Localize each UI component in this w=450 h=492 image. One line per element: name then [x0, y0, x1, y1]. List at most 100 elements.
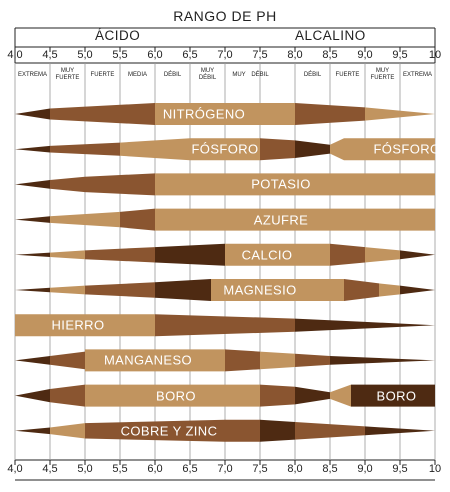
nutrient-band-segment: [295, 103, 365, 125]
nutrient-band-segment: [400, 250, 435, 260]
nutrient-label: FÓSFORO: [373, 141, 441, 157]
nutrient-band-segment: [85, 173, 155, 196]
nutrient-label: POTASIO: [251, 176, 311, 192]
ph-tick-label-top: 9,5: [392, 49, 408, 61]
ph-tick-label-top: 4,5: [42, 49, 58, 61]
ph-tick-label-bottom: 8,0: [287, 463, 303, 475]
nutrient-band-segment: [155, 208, 435, 231]
nutrient-band-segment: [211, 279, 344, 301]
ph-tick-label-bottom: 9,5: [392, 463, 408, 475]
chart-title: RANGO DE PH: [173, 8, 277, 24]
ph-tick-label-top: 9,0: [357, 49, 373, 61]
nutrient-band-segment: [365, 426, 435, 436]
nutrient-band-segment: [50, 142, 120, 156]
nutrient-band-segment: [120, 208, 155, 231]
nutrient-band-segment: [330, 384, 351, 407]
nutrient-label: BORO: [156, 388, 196, 404]
nutrient-band-segment: [15, 287, 50, 293]
nutrient-band-segment: [50, 384, 85, 407]
nutrient-band-segment: [365, 107, 435, 121]
nutrient-band-segment: [50, 351, 85, 370]
ph-tick-label-top: 4,0: [7, 49, 23, 61]
ph-tick-label-bottom: 7,0: [217, 463, 233, 475]
nutrient-band-segment: [85, 247, 155, 263]
nutrient-label: MANGANESO: [103, 352, 193, 368]
nutrient-band-segment: [15, 145, 50, 153]
nutrient-band-segment: [50, 176, 85, 193]
nutrient-band-segment: [50, 103, 155, 125]
nutrient-band-segment: [225, 349, 260, 372]
nutrient-band-segment: [85, 384, 260, 407]
ph-tick-label-bottom: 7,5: [252, 463, 268, 475]
ph-tick-label-top: 7,5: [252, 49, 268, 61]
acid-label: ÁCIDO: [95, 28, 141, 43]
ph-tick-label-bottom: 6,5: [182, 463, 198, 475]
nutrient-band-segment: [50, 285, 85, 295]
ph-tick-label-bottom: 10: [428, 463, 442, 475]
acidity-category-label: DÉBIL: [163, 72, 182, 78]
nutrient-band-segment: [155, 173, 435, 196]
nutrient-band-segment: [155, 243, 225, 266]
nutrient-band-segment: [330, 356, 435, 365]
nutrient-band-segment: [400, 285, 435, 295]
nutrient-band-segment: [85, 419, 225, 442]
nutrient-band-segment: [295, 140, 330, 158]
nutrient-band-segment: [15, 180, 50, 189]
nutrient-band-segment: [295, 386, 330, 405]
nutrient-label: NITRÓGENO: [162, 106, 246, 122]
nutrient-label: MAGNESIO: [223, 282, 297, 298]
nutrient-band-segment: [85, 349, 225, 372]
acidity-category-label: DÉBIL: [251, 72, 269, 78]
nutrient-band-segment: [260, 419, 295, 442]
nutrient-band-segment: [155, 314, 295, 337]
nutrient-band-segment: [351, 384, 435, 407]
nutrient-band-segment: [15, 427, 50, 435]
ph-tick-label-top: 8,0: [287, 49, 303, 61]
ph-tick-label-top: 10: [428, 49, 442, 61]
nutrient-band-segment: [50, 423, 85, 439]
nutrient-band-segment: [50, 211, 120, 228]
nutrient-band-segment: [225, 419, 260, 442]
nutrient-band-segment: [330, 138, 344, 161]
acidity-category-label: MUY DÉBIL: [198, 68, 217, 81]
nutrient-band-segment: [15, 389, 50, 403]
ph-tick-label-bottom: 9,0: [357, 463, 373, 475]
nutrient-band-segment: [365, 321, 435, 329]
nutrient-band-segment: [295, 353, 330, 367]
nutrient-label: BORO: [376, 388, 417, 404]
ph-tick-label-top: 6,5: [182, 49, 198, 61]
ph-tick-label-bottom: 4,5: [42, 463, 58, 475]
nutrient-label: CALCIO: [241, 247, 293, 263]
ph-tick-label-top: 5,0: [77, 49, 93, 61]
ph-tick-label-bottom: 5,0: [77, 463, 93, 475]
nutrient-band-segment: [295, 318, 365, 332]
nutrient-band-segment: [190, 138, 260, 161]
acidity-category-label: MUY FUERTE: [55, 68, 80, 81]
nutrient-band-segment: [50, 250, 85, 260]
ph-tick-label-bottom: 4,0: [7, 463, 23, 475]
nutrient-band-segment: [260, 384, 295, 407]
ph-tick-label-top: 6,0: [147, 49, 163, 61]
nutrient-band-segment: [155, 279, 211, 301]
acidity-category-label: MEDIA: [127, 72, 147, 78]
alkaline-label: ALCALINO: [295, 28, 366, 43]
nutrient-band-segment: [260, 351, 295, 370]
nutrient-band-segment: [225, 243, 330, 266]
nutrient-band-segment: [15, 356, 50, 365]
nutrient-band-segment: [15, 216, 50, 223]
acidity-category-label: FUERTE: [90, 72, 115, 78]
ph-tick-label-bottom: 5,5: [112, 463, 128, 475]
nutrient-label: COBRE Y ZINC: [120, 423, 218, 439]
nutrient-band-segment: [295, 422, 365, 440]
nutrient-band-segment: [379, 283, 400, 297]
nutrient-band-segment: [330, 243, 365, 266]
ph-tick-label-bottom: 6,0: [147, 463, 163, 475]
acidity-category-label: MUY: [232, 72, 246, 78]
nutrient-band-segment: [365, 247, 400, 263]
nutrient-band-segment: [85, 282, 155, 298]
nutrient-band-segment: [15, 252, 50, 257]
ph-tick-label-top: 7,0: [217, 49, 233, 61]
acidity-category-label: MUY FUERTE: [370, 68, 395, 81]
nutrient-band-segment: [155, 103, 295, 125]
